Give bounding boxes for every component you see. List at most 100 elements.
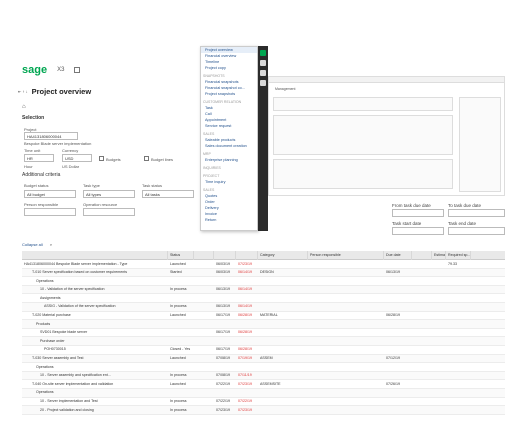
table-row[interactable]: POH0730015 Closed - Yes 06/17/19 06/28/19 <box>22 346 505 355</box>
menu-item[interactable]: Delivery <box>205 206 219 210</box>
table-cell <box>258 406 308 415</box>
table-row[interactable]: T-030 Server assembly and Test Launched 07… <box>22 354 505 364</box>
column-header[interactable]: Status <box>168 250 194 260</box>
table-cell: Started <box>170 270 182 275</box>
menu-item[interactable]: Task <box>205 106 213 110</box>
sidebar-icon-2[interactable] <box>260 60 266 66</box>
menu-item[interactable]: Financial overview <box>205 54 237 58</box>
menu-item[interactable]: Saleable products <box>205 138 236 142</box>
table-row[interactable]: 10 - Validation of the server specificat… <box>22 285 505 295</box>
menu-item[interactable]: Financial snapshots <box>205 80 239 84</box>
from-due-date-input[interactable] <box>392 209 444 217</box>
table-cell <box>446 337 471 346</box>
budgets-checkbox[interactable] <box>99 156 104 161</box>
project-input[interactable]: HA4131806000044 <box>24 132 78 140</box>
table-cell <box>412 328 432 337</box>
menu-item[interactable]: Timeline <box>205 60 220 64</box>
table-cell: ASSEM <box>260 356 273 361</box>
column-header[interactable] <box>236 250 258 260</box>
table-cell <box>432 388 446 397</box>
column-header[interactable]: Required sp... <box>446 250 471 260</box>
menu-item[interactable]: Service request <box>205 124 232 128</box>
menu-item[interactable]: Project copy <box>205 66 226 70</box>
table-row[interactable]: 20 - Project validation and closing In pr… <box>22 406 505 415</box>
person-responsible-input[interactable] <box>24 208 76 216</box>
tree-node-label: ASSIG - Validation of the server specifi… <box>44 304 116 309</box>
table-cell <box>258 328 308 337</box>
task-end-date-input[interactable] <box>448 227 505 235</box>
menu-item[interactable]: Order <box>205 200 215 204</box>
menu-item[interactable]: Time inquiry <box>205 180 226 184</box>
search-icon[interactable]: ⌕ <box>49 242 53 247</box>
table-row[interactable]: Products <box>22 320 505 329</box>
table-cell: Closed - Yes <box>170 347 191 352</box>
menu-item[interactable]: Return <box>205 218 217 222</box>
task-start-date-input[interactable] <box>392 227 444 235</box>
table-cell <box>446 397 471 406</box>
table-cell <box>384 277 412 286</box>
column-header[interactable] <box>22 250 168 260</box>
table-row[interactable]: 10 - Server implementation and Test In pr… <box>22 398 505 407</box>
nav-arrows-icon[interactable]: ⇤ ↑ ↓ <box>18 88 28 94</box>
menu-item[interactable]: Project snapshots <box>205 92 236 96</box>
table-cell <box>384 406 412 415</box>
column-header[interactable]: Person responsible <box>308 250 384 260</box>
task-type-select[interactable]: All types <box>83 190 135 198</box>
collapse-all-link[interactable]: Collapse all <box>22 242 43 247</box>
sage-logo[interactable]: sage <box>22 64 48 76</box>
home-icon[interactable]: ⌂ <box>22 104 26 110</box>
table-cell <box>412 260 432 269</box>
table-row[interactable]: T-010 Server specification based on cust… <box>22 268 505 278</box>
table-row[interactable]: T-040 On-site server implementation and … <box>22 380 505 389</box>
menu-item[interactable]: Quotes <box>205 194 218 198</box>
column-header[interactable]: Category <box>258 250 308 260</box>
table-row[interactable]: Operations <box>22 277 505 286</box>
table-cell <box>308 406 384 415</box>
column-header[interactable] <box>194 250 214 260</box>
table-row[interactable]: T-020 Material purchase Launched 06/17/19 0… <box>22 312 505 321</box>
table-row[interactable]: Operations <box>22 363 505 372</box>
tree-node-label: T-010 Server specification based on cust… <box>32 270 128 275</box>
table-header: Status Category Person responsible Due date… <box>22 250 505 260</box>
menu-item[interactable]: Project overview <box>201 47 257 53</box>
table-row[interactable]: Operations <box>22 388 505 398</box>
column-header[interactable]: Due date <box>384 250 412 260</box>
column-header[interactable] <box>412 250 432 260</box>
menu-item[interactable]: Financial snapshot co... <box>205 86 245 90</box>
task-status-select[interactable]: All tasks <box>142 190 194 198</box>
sidebar-icon-4[interactable] <box>260 80 266 86</box>
table-row[interactable]: 10 - Server assembly and specification e… <box>22 371 505 381</box>
preview-panel-bottom <box>273 159 453 189</box>
menu-item[interactable]: Invoice <box>205 212 218 216</box>
table-cell <box>384 397 412 406</box>
table-cell <box>446 285 471 294</box>
currency-input[interactable]: USD <box>62 154 92 162</box>
table-row[interactable]: Purchase order <box>22 337 505 346</box>
timeunit-input[interactable]: HR <box>24 154 54 162</box>
table-cell: In process <box>170 304 187 309</box>
column-header[interactable]: Estimat... <box>432 250 446 260</box>
menu-item[interactable]: Call <box>205 112 212 116</box>
sidebar-icon-3[interactable] <box>260 70 266 76</box>
table-cell <box>308 337 384 346</box>
operation-resource-input[interactable] <box>83 208 135 216</box>
preview-side-panel <box>459 97 501 192</box>
table-row[interactable]: SVD01 Bespoke blade server 06/17/19 06/28/… <box>22 329 505 338</box>
column-header[interactable] <box>214 250 236 260</box>
table-cell: 06/17/19 <box>216 330 230 335</box>
table-cell <box>258 302 308 311</box>
table-cell: 07/23/19 <box>238 407 252 412</box>
apps-grid-icon[interactable] <box>74 67 81 73</box>
budget-status-select[interactable]: All budget <box>24 190 76 198</box>
table-row[interactable]: Assignments <box>22 294 505 303</box>
menu-item[interactable]: Appointment <box>205 118 227 122</box>
table-cell: 06/17/19 <box>216 347 230 352</box>
sidebar-add-icon[interactable] <box>260 50 266 56</box>
budget-lines-checkbox[interactable] <box>144 156 149 161</box>
table-row[interactable]: ASSIG - Validation of the server specifi… <box>22 302 505 312</box>
table-row[interactable]: HA4131806000044 Bespoke Blade server imp… <box>22 260 505 269</box>
menu-item[interactable]: Sales document creation <box>205 144 247 148</box>
project-tree-table: Status Category Person responsible Due date… <box>22 250 505 415</box>
menu-item[interactable]: Enterprise planning <box>205 158 238 162</box>
to-due-date-input[interactable] <box>448 209 505 217</box>
